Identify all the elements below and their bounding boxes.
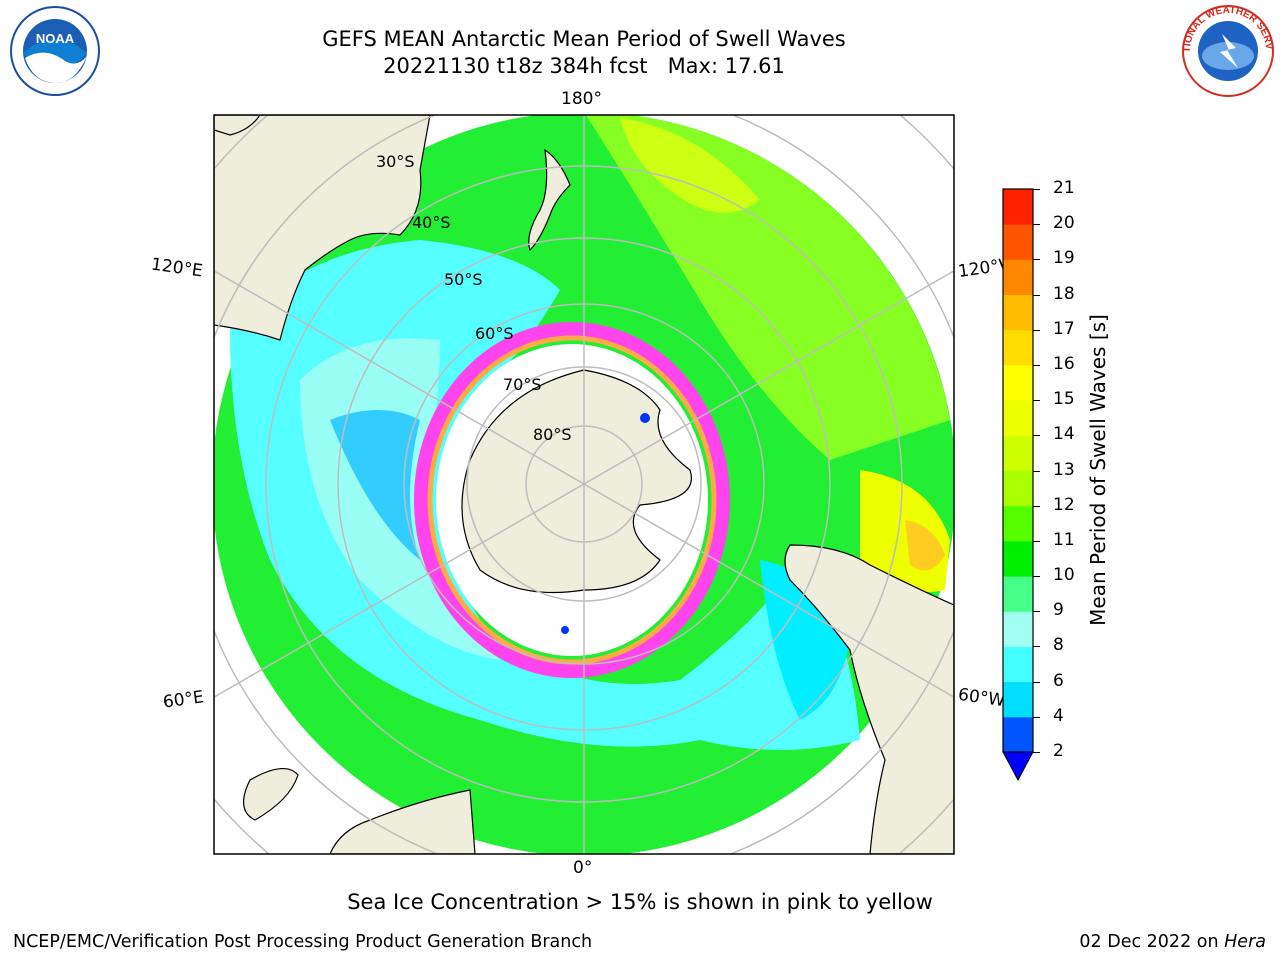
- colorbar-tick-label: 8: [1053, 635, 1064, 656]
- colorbar-tick-mark: [1033, 716, 1040, 718]
- colorbar-tick-mark: [1033, 400, 1040, 402]
- colorbar-tick-label: 6: [1053, 670, 1064, 691]
- colorbar-band: [1003, 224, 1033, 260]
- noaa-logo: NOAA: [10, 6, 100, 96]
- lat-label-30s: 30°S: [376, 152, 415, 171]
- lon-label-180: 180°: [561, 89, 602, 109]
- colorbar-tick-mark: [1033, 646, 1040, 648]
- colorbar-tick-label: 14: [1053, 424, 1075, 445]
- colorbar-tick-label: 11: [1053, 529, 1075, 550]
- footer-host: Hera: [1224, 932, 1266, 952]
- colorbar-band: [1003, 576, 1033, 612]
- colorbar-tick-label: 19: [1053, 248, 1075, 269]
- colorbar-tick-label: 10: [1053, 565, 1075, 586]
- colorbar-band: [1003, 400, 1033, 436]
- colorbar-label: Mean Period of Swell Waves [s]: [1086, 314, 1110, 626]
- colorbar-band: [1003, 716, 1033, 753]
- colorbar-band: [1003, 646, 1033, 683]
- colorbar-band: [1003, 329, 1033, 366]
- colorbar-tick-mark: [1033, 752, 1040, 753]
- lon-label-0: 0°: [573, 858, 593, 878]
- swell-period-field: [214, 115, 954, 854]
- colorbar-tick-mark: [1033, 470, 1040, 472]
- lat-label-60s: 60°S: [475, 324, 514, 343]
- colorbar-tick-label: 16: [1053, 353, 1075, 374]
- lat-label-80s: 80°S: [533, 425, 572, 444]
- colorbar-tick-label: 21: [1053, 178, 1075, 198]
- colorbar-tick-label: 18: [1053, 283, 1075, 304]
- colorbar-tick-mark: [1033, 294, 1040, 296]
- colorbar-band: [1003, 435, 1033, 471]
- colorbar-band: [1003, 540, 1033, 577]
- colorbar-tick-mark: [1033, 259, 1040, 261]
- map-caption: Sea Ice Concentration > 15% is shown in …: [347, 890, 933, 914]
- colorbar-tick-label: 2: [1053, 741, 1064, 761]
- colorbar-band: [1003, 294, 1033, 331]
- colorbar: [1002, 188, 1034, 782]
- footer-credit: NCEP/EMC/Verification Post Processing Pr…: [13, 932, 593, 952]
- map-frame: [213, 114, 955, 855]
- footer-date-text: 02 Dec 2022 on: [1079, 932, 1219, 952]
- colorbar-tick-mark: [1033, 189, 1040, 190]
- colorbar-tick-mark: [1033, 505, 1040, 507]
- nws-logo: NATIONAL WEATHER SERVICE: [1178, 4, 1274, 97]
- colorbar-tick-mark: [1033, 681, 1040, 683]
- colorbar-tick-mark: [1033, 576, 1040, 578]
- lat-label-70s: 70°S: [503, 375, 542, 394]
- colorbar-band: [1003, 681, 1033, 718]
- colorbar-tick-label: 13: [1053, 459, 1075, 480]
- lat-label-40s: 40°S: [412, 213, 451, 232]
- colorbar-tick-label: 15: [1053, 389, 1075, 410]
- chart-subtitle: 20221130 t18z 384h fcst Max: 17.61: [383, 54, 785, 78]
- footer-date: 02 Dec 2022 on Hera: [1079, 932, 1266, 952]
- colorbar-tick-mark: [1033, 435, 1040, 437]
- colorbar-tick-label: 12: [1053, 494, 1075, 515]
- noaa-logo-text: NOAA: [36, 31, 75, 46]
- colorbar-tick-label: 17: [1053, 318, 1075, 339]
- colorbar-band: [1003, 259, 1033, 296]
- chart-title: GEFS MEAN Antarctic Mean Period of Swell…: [322, 27, 846, 51]
- colorbar-tick-mark: [1033, 224, 1040, 226]
- colorbar-tick-label: 20: [1053, 213, 1075, 234]
- colorbar-tick-mark: [1033, 540, 1040, 542]
- colorbar-tick-mark: [1033, 329, 1040, 331]
- colorbar-tick-mark: [1033, 364, 1040, 366]
- colorbar-tick-mark: [1033, 611, 1040, 613]
- colorbar-band: [1003, 611, 1033, 647]
- colorbar-band: [1003, 364, 1033, 401]
- colorbar-tick-label: 4: [1053, 705, 1064, 726]
- colorbar-band: [1003, 470, 1033, 507]
- graticule: [214, 115, 954, 854]
- colorbar-band: [1003, 505, 1033, 542]
- land-masses: [214, 115, 954, 854]
- lat-label-50s: 50°S: [444, 270, 483, 289]
- colorbar-band: [1003, 189, 1033, 225]
- colorbar-tick-label: 9: [1053, 600, 1064, 621]
